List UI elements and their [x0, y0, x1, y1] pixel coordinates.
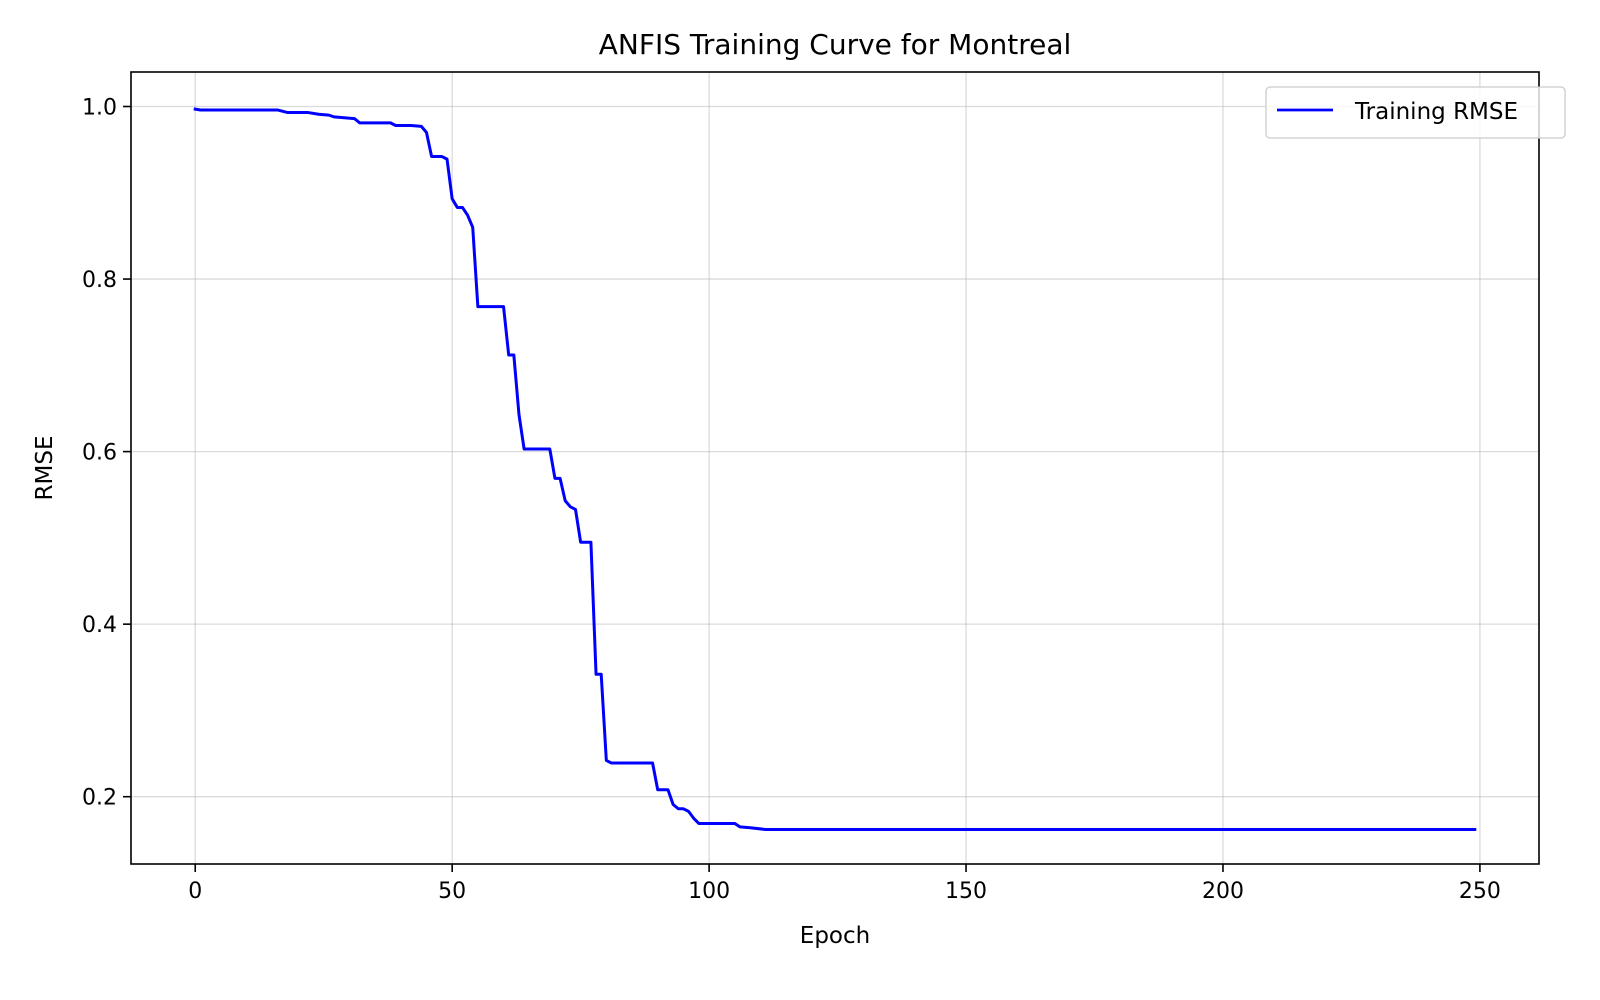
legend: Training RMSE — [1265, 86, 1566, 139]
chart-title: ANFIS Training Curve for Montreal — [599, 28, 1072, 61]
plot-frame — [130, 71, 1540, 865]
y-tick-label: 0.8 — [82, 268, 117, 293]
x-tick-label: 250 — [1459, 879, 1501, 904]
grid — [131, 72, 1539, 864]
x-tick-label: 200 — [1202, 879, 1244, 904]
x-tick-label: 0 — [188, 879, 202, 904]
y-tick-label: 0.6 — [82, 441, 117, 466]
series-layer — [193, 107, 1477, 831]
series-line-training-rmse — [193, 107, 1477, 831]
x-tick-label: 100 — [688, 879, 730, 904]
legend-box — [1265, 86, 1566, 139]
x-tick-label: 50 — [438, 879, 466, 904]
y-axis-title: RMSE — [32, 436, 58, 501]
y-tick-label: 0.4 — [82, 613, 117, 638]
ticks: 0 50 100 150 200 250 0.2 0.4 0.6 0.8 1.0 — [82, 96, 1501, 904]
y-tick-label: 0.2 — [82, 786, 117, 811]
y-tick-label: 1.0 — [82, 96, 117, 121]
x-axis-title: Epoch — [800, 923, 870, 949]
x-tick-label: 150 — [945, 879, 987, 904]
legend-label: Training RMSE — [1354, 99, 1518, 125]
